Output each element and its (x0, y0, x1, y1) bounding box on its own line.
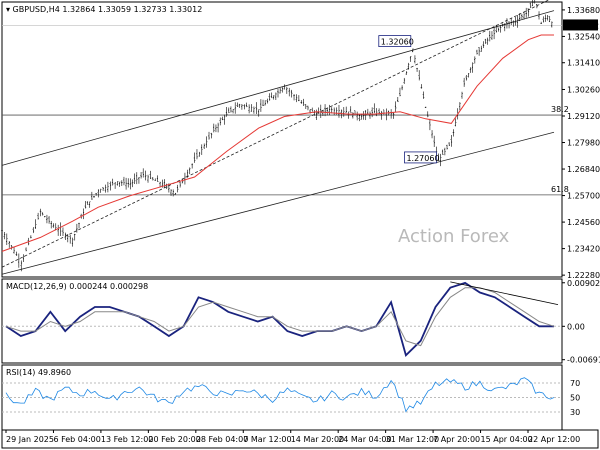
price-grid: 1.33680 1.32540 1.31410 1.30260 1.29120 1.279… (2, 6, 600, 280)
price-label-box (378, 35, 412, 48)
macd-tick-label: 0.00902 (567, 279, 600, 288)
price-label: 1.32060 (381, 38, 414, 47)
x-tick-label: 13 Feb 12:00 (101, 435, 153, 444)
price-title: ▾ GBPUSD,H4 1.32864 1.33059 1.32733 1.33… (6, 5, 202, 14)
price-tick-label: 1.22280 (567, 271, 600, 280)
channel-lines (1, 0, 555, 275)
x-tick-label: 29 Jan 2025 (6, 435, 54, 444)
price-tick-label: 1.33680 (567, 6, 600, 15)
x-axis-frame (1, 429, 599, 449)
macd-title: MACD(12,26,9) 0.000244 0.000298 (6, 282, 148, 291)
price-tick-label: 1.24560 (567, 218, 600, 227)
rsi-line (5, 377, 555, 413)
x-tick-label: 14 Mar 20:00 (291, 435, 344, 444)
x-tick-label: 22 Apr 12:00 (528, 435, 580, 444)
rsi-panel: RSI(14) 49.8960 70 50 30 (2, 368, 580, 417)
moving-average (1, 34, 554, 252)
macd-tick-label: 0.00 (567, 322, 585, 331)
price-tick-label: 1.26840 (567, 165, 600, 174)
panel-frame-0 (1, 1, 563, 278)
rsi-tick-label: 50 (570, 394, 580, 403)
price-tick-label: 1.25700 (567, 192, 600, 201)
fib-label: 61.8 (551, 185, 569, 194)
price-tick-label: 1.30260 (567, 85, 600, 94)
channel-line-2 (1, 0, 550, 268)
x-tick-label: 7 Apr 20:00 (433, 435, 480, 444)
price-label-box (404, 151, 437, 164)
price-tick-label: 1.31410 (567, 59, 600, 68)
price-series (1, 0, 553, 272)
price-label: 1.27060 (406, 154, 439, 163)
rsi-tick-label: 70 (570, 379, 580, 388)
x-tick-label: 31 Mar 12:00 (386, 435, 439, 444)
price-tick-label: 1.27980 (567, 139, 600, 148)
price-tick-label: 1.32540 (567, 32, 600, 41)
macd-trend-line (450, 281, 559, 305)
last-price-box (563, 19, 598, 31)
x-tick-label: 28 Feb 04:00 (196, 435, 248, 444)
x-tick-label: 15 Apr 04:00 (481, 435, 533, 444)
x-tick-label: 6 Feb 04:00 (53, 435, 100, 444)
x-tick-label: 20 Feb 20:00 (148, 435, 200, 444)
last-price-label: 1.33012 (566, 21, 599, 30)
macd-signal-line (5, 287, 555, 347)
rsi-title: RSI(14) 49.8960 (6, 368, 71, 377)
panel-frame-1 (1, 278, 563, 364)
channel-line-0 (1, 10, 555, 166)
channel-line-1 (1, 131, 555, 275)
watermark: Action Forex (398, 226, 510, 247)
macd-panel: MACD(12,26,9) 0.000244 0.000298 0.00902 0.… (2, 279, 600, 365)
price-tick-label: 1.29120 (567, 112, 600, 121)
x-tick-label: 24 Mar 04:00 (338, 435, 391, 444)
fib-label: 38.2 (551, 105, 569, 114)
x-tick-label: 7 Mar 12:00 (243, 435, 291, 444)
macd-macd-line (5, 281, 554, 358)
moving-average-line (1, 34, 554, 252)
macd-tick-label: -0.006915 (567, 356, 600, 365)
rsi-tick-label: 30 (570, 408, 580, 417)
price-tick-label: 1.23420 (567, 245, 600, 254)
